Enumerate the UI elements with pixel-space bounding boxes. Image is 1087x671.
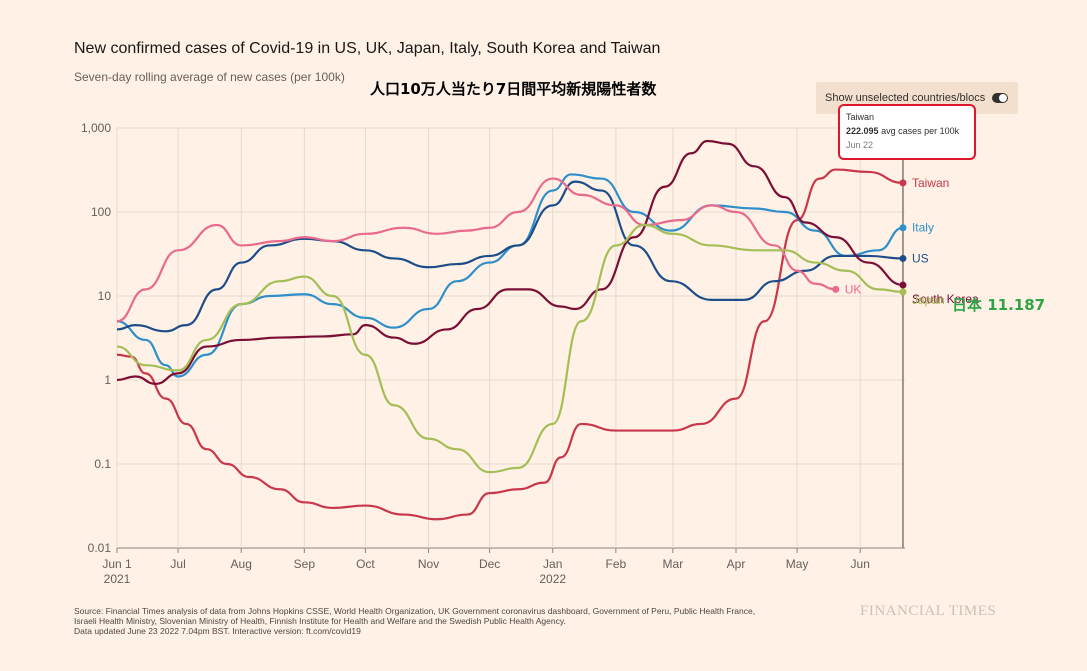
series-end-dot-taiwan[interactable] [899,179,907,187]
series-line-italy[interactable] [116,173,904,378]
series-end-dot-uk[interactable] [832,285,840,293]
tooltip-country: Taiwan [846,112,875,122]
tooltip-date: Jun 22 [846,140,874,150]
chart-subtitle: Seven-day rolling average of new cases (… [74,70,345,84]
y-tick-label: 100 [91,205,111,219]
series-line-us[interactable] [116,180,903,333]
series-label-uk: UK [845,282,862,296]
x-tick-label: Feb [606,557,627,571]
x-tick-label: May [786,557,809,571]
source-line-3: Data updated June 23 2022 7.04pm BST. In… [74,626,361,636]
y-axis: 1,000 100 10 1 0.1 0.01 [81,121,111,555]
series-label-south-korea: South Korea [912,292,979,306]
series-line-south-korea[interactable] [116,139,904,385]
source-line-1: Source: Financial Times analysis of data… [74,606,756,616]
x-tick-year: 2021 [104,572,131,586]
chart-title: New confirmed cases of Covid-19 in US, U… [74,40,661,57]
x-tick-label: Jul [170,557,185,571]
x-tick-label: Apr [727,557,746,571]
x-tick-year: 2022 [539,572,566,586]
series-end-dot-japan[interactable] [899,288,907,296]
tooltip-unit: avg cases per 100k [881,126,960,136]
series-label-taiwan: Taiwan [912,176,949,190]
y-tick-label: 0.1 [94,457,111,471]
x-tick-label: Aug [231,557,252,571]
x-tick-label: Oct [356,557,375,571]
y-tick-label: 1,000 [81,121,111,135]
x-tick-label: Sep [294,557,316,571]
toggle-knob [999,94,1007,102]
series-lines [116,139,907,521]
series-labels: Taiwan Italy US South Korea UK Japan [845,176,979,307]
tooltip-number: 222.095 [846,126,879,136]
japanese-annotation: 人口10万人当たり7日間平均新規陽性者数 [370,80,657,98]
japan-callout: 日本 11.187 [952,296,1045,314]
y-tick-label: 10 [98,289,112,303]
x-tick-label: Mar [663,557,684,571]
series-end-dot-italy[interactable] [899,224,907,232]
x-tick-label: Nov [418,557,439,571]
x-tick-label: Dec [479,557,500,571]
series-line-japan[interactable] [116,223,903,474]
series-line-taiwan[interactable] [116,168,904,521]
series-label-us: US [912,251,929,265]
tooltip-value: 222.095 avg cases per 100k [846,126,959,136]
toggle-switch-icon[interactable] [992,93,1008,103]
series-label-italy: Italy [912,221,934,235]
x-tick-label: Jun [851,557,870,571]
y-tick-label: 0.01 [88,541,112,555]
hover-tooltip: Taiwan 222.095 avg cases per 100k Jun 22 [838,104,976,160]
series-end-dot-us[interactable] [899,254,907,262]
ft-logo: FINANCIAL TIMES [860,603,997,619]
series-label-japan: Japan [912,293,945,307]
chart-grid [116,127,905,549]
y-tick-label: 1 [104,373,111,387]
source-note: Source: Financial Times analysis of data… [74,606,854,636]
series-end-dot-south-korea[interactable] [899,281,907,289]
x-tick-label: Jun 1 [102,557,132,571]
toggle-label: Show unselected countries/blocs [825,92,986,104]
x-tick-label: Jan [543,557,562,571]
series-line-uk[interactable] [116,177,836,323]
source-line-2: Israeli Health Ministry, Slovenian Minis… [74,616,566,626]
